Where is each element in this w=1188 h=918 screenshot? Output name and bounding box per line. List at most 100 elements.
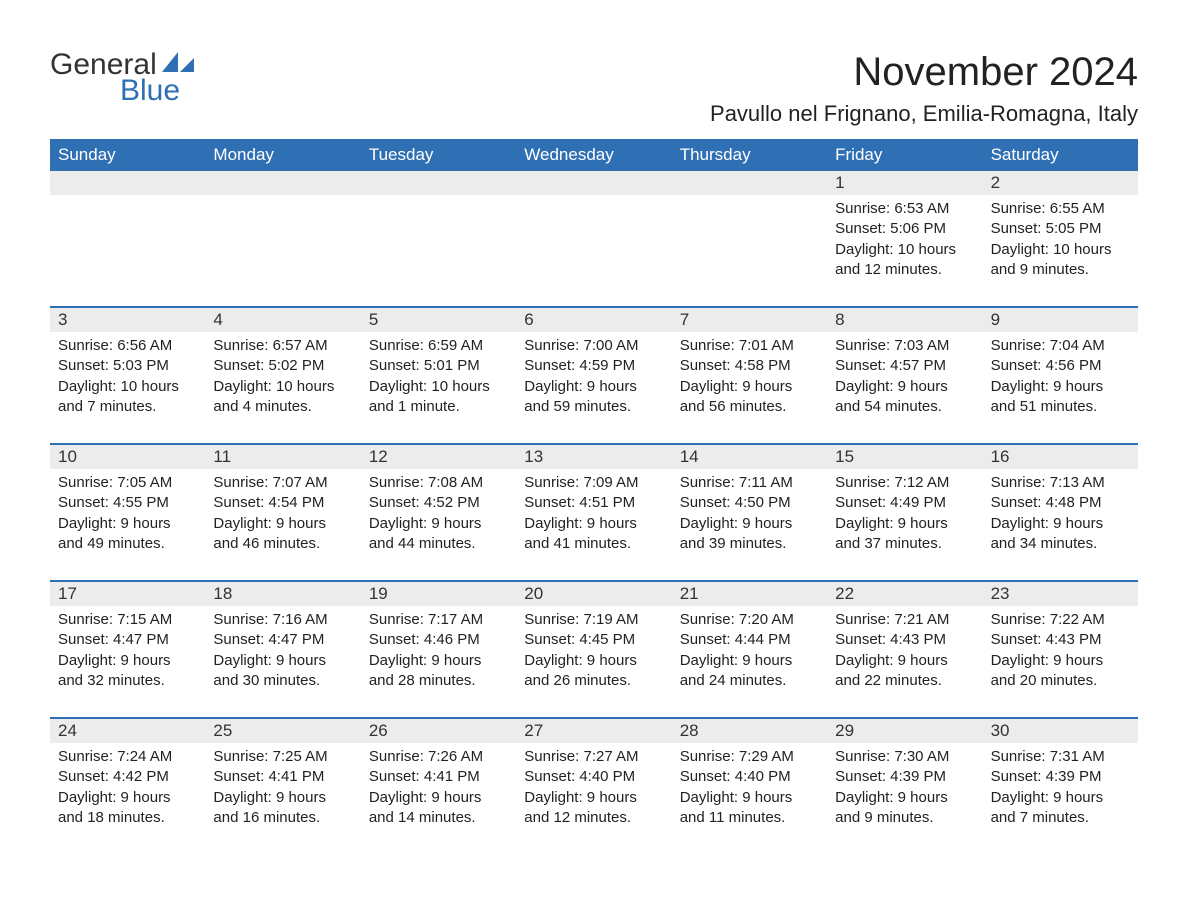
day-details-row: Sunrise: 7:15 AMSunset: 4:47 PMDaylight:… <box>50 606 1138 699</box>
daylight-text: Daylight: 9 hours and 59 minutes. <box>524 377 663 418</box>
sunset-text: Sunset: 4:40 PM <box>680 767 819 787</box>
day-number-cell: 30 <box>983 719 1138 743</box>
day-number-cell: 28 <box>672 719 827 743</box>
sunset-text: Sunset: 4:43 PM <box>991 630 1130 650</box>
location-subtitle: Pavullo nel Frignano, Emilia-Romagna, It… <box>710 101 1138 127</box>
sunrise-text: Sunrise: 7:25 AM <box>213 747 352 767</box>
logo: General Blue <box>50 50 250 110</box>
day-details-cell <box>50 195 205 288</box>
week-block: 24252627282930Sunrise: 7:24 AMSunset: 4:… <box>50 717 1138 836</box>
sunset-text: Sunset: 4:57 PM <box>835 356 974 376</box>
day-number-cell: 15 <box>827 445 982 469</box>
sunrise-text: Sunrise: 7:17 AM <box>369 610 508 630</box>
sunrise-text: Sunrise: 7:00 AM <box>524 336 663 356</box>
daylight-text: Daylight: 9 hours and 12 minutes. <box>524 788 663 829</box>
sunset-text: Sunset: 4:48 PM <box>991 493 1130 513</box>
sunrise-text: Sunrise: 7:22 AM <box>991 610 1130 630</box>
day-details-cell: Sunrise: 7:03 AMSunset: 4:57 PMDaylight:… <box>827 332 982 425</box>
daylight-text: Daylight: 9 hours and 34 minutes. <box>991 514 1130 555</box>
day-details-cell: Sunrise: 7:19 AMSunset: 4:45 PMDaylight:… <box>516 606 671 699</box>
day-details-cell: Sunrise: 7:08 AMSunset: 4:52 PMDaylight:… <box>361 469 516 562</box>
sunset-text: Sunset: 4:40 PM <box>524 767 663 787</box>
daylight-text: Daylight: 10 hours and 7 minutes. <box>58 377 197 418</box>
daylight-text: Daylight: 9 hours and 39 minutes. <box>680 514 819 555</box>
sunrise-text: Sunrise: 7:30 AM <box>835 747 974 767</box>
day-details-cell: Sunrise: 7:15 AMSunset: 4:47 PMDaylight:… <box>50 606 205 699</box>
day-number-row: 12 <box>50 171 1138 195</box>
day-details-row: Sunrise: 7:05 AMSunset: 4:55 PMDaylight:… <box>50 469 1138 562</box>
day-number-cell: 3 <box>50 308 205 332</box>
sunrise-text: Sunrise: 7:21 AM <box>835 610 974 630</box>
day-number-cell: 26 <box>361 719 516 743</box>
day-number-cell: 9 <box>983 308 1138 332</box>
day-details-cell: Sunrise: 7:12 AMSunset: 4:49 PMDaylight:… <box>827 469 982 562</box>
sunset-text: Sunset: 4:45 PM <box>524 630 663 650</box>
daylight-text: Daylight: 10 hours and 1 minute. <box>369 377 508 418</box>
day-number-cell: 18 <box>205 582 360 606</box>
day-details-cell: Sunrise: 6:56 AMSunset: 5:03 PMDaylight:… <box>50 332 205 425</box>
sunrise-text: Sunrise: 6:56 AM <box>58 336 197 356</box>
sunset-text: Sunset: 5:06 PM <box>835 219 974 239</box>
day-details-cell <box>516 195 671 288</box>
sunset-text: Sunset: 4:50 PM <box>680 493 819 513</box>
day-details-row: Sunrise: 6:53 AMSunset: 5:06 PMDaylight:… <box>50 195 1138 288</box>
daylight-text: Daylight: 9 hours and 44 minutes. <box>369 514 508 555</box>
daylight-text: Daylight: 9 hours and 54 minutes. <box>835 377 974 418</box>
sunrise-text: Sunrise: 7:03 AM <box>835 336 974 356</box>
day-number-cell: 11 <box>205 445 360 469</box>
day-details-cell: Sunrise: 7:07 AMSunset: 4:54 PMDaylight:… <box>205 469 360 562</box>
daylight-text: Daylight: 9 hours and 18 minutes. <box>58 788 197 829</box>
sunset-text: Sunset: 5:05 PM <box>991 219 1130 239</box>
sunrise-text: Sunrise: 7:31 AM <box>991 747 1130 767</box>
day-details-cell: Sunrise: 7:17 AMSunset: 4:46 PMDaylight:… <box>361 606 516 699</box>
weekday-header-cell: Tuesday <box>361 139 516 171</box>
day-number-cell: 14 <box>672 445 827 469</box>
week-block: 12Sunrise: 6:53 AMSunset: 5:06 PMDayligh… <box>50 171 1138 288</box>
day-details-cell <box>672 195 827 288</box>
daylight-text: Daylight: 9 hours and 26 minutes. <box>524 651 663 692</box>
day-details-row: Sunrise: 6:56 AMSunset: 5:03 PMDaylight:… <box>50 332 1138 425</box>
sunset-text: Sunset: 4:41 PM <box>369 767 508 787</box>
day-number-cell: 7 <box>672 308 827 332</box>
day-number-cell: 8 <box>827 308 982 332</box>
week-block: 3456789Sunrise: 6:56 AMSunset: 5:03 PMDa… <box>50 306 1138 425</box>
sunset-text: Sunset: 4:41 PM <box>213 767 352 787</box>
day-number-cell: 20 <box>516 582 671 606</box>
day-details-cell: Sunrise: 7:13 AMSunset: 4:48 PMDaylight:… <box>983 469 1138 562</box>
day-details-cell: Sunrise: 6:57 AMSunset: 5:02 PMDaylight:… <box>205 332 360 425</box>
day-details-cell: Sunrise: 7:30 AMSunset: 4:39 PMDaylight:… <box>827 743 982 836</box>
sunrise-text: Sunrise: 7:15 AM <box>58 610 197 630</box>
sunset-text: Sunset: 4:43 PM <box>835 630 974 650</box>
day-number-cell: 16 <box>983 445 1138 469</box>
day-number-cell: 24 <box>50 719 205 743</box>
daylight-text: Daylight: 9 hours and 30 minutes. <box>213 651 352 692</box>
sunrise-text: Sunrise: 6:59 AM <box>369 336 508 356</box>
daylight-text: Daylight: 9 hours and 28 minutes. <box>369 651 508 692</box>
day-number-cell: 25 <box>205 719 360 743</box>
daylight-text: Daylight: 9 hours and 22 minutes. <box>835 651 974 692</box>
sunrise-text: Sunrise: 7:29 AM <box>680 747 819 767</box>
day-details-row: Sunrise: 7:24 AMSunset: 4:42 PMDaylight:… <box>50 743 1138 836</box>
daylight-text: Daylight: 10 hours and 4 minutes. <box>213 377 352 418</box>
day-number-row: 3456789 <box>50 308 1138 332</box>
sunset-text: Sunset: 4:39 PM <box>835 767 974 787</box>
sunset-text: Sunset: 5:01 PM <box>369 356 508 376</box>
week-block: 10111213141516Sunrise: 7:05 AMSunset: 4:… <box>50 443 1138 562</box>
weekday-header-cell: Thursday <box>672 139 827 171</box>
title-block: November 2024 Pavullo nel Frignano, Emil… <box>710 50 1138 127</box>
day-number-cell: 22 <box>827 582 982 606</box>
day-number-cell: 2 <box>983 171 1138 195</box>
sunrise-text: Sunrise: 6:55 AM <box>991 199 1130 219</box>
day-details-cell: Sunrise: 7:25 AMSunset: 4:41 PMDaylight:… <box>205 743 360 836</box>
day-details-cell: Sunrise: 7:21 AMSunset: 4:43 PMDaylight:… <box>827 606 982 699</box>
daylight-text: Daylight: 9 hours and 41 minutes. <box>524 514 663 555</box>
daylight-text: Daylight: 9 hours and 11 minutes. <box>680 788 819 829</box>
sunrise-text: Sunrise: 7:20 AM <box>680 610 819 630</box>
daylight-text: Daylight: 9 hours and 20 minutes. <box>991 651 1130 692</box>
day-details-cell: Sunrise: 7:16 AMSunset: 4:47 PMDaylight:… <box>205 606 360 699</box>
sunrise-text: Sunrise: 7:24 AM <box>58 747 197 767</box>
sunrise-text: Sunrise: 7:11 AM <box>680 473 819 493</box>
daylight-text: Daylight: 9 hours and 51 minutes. <box>991 377 1130 418</box>
day-details-cell: Sunrise: 6:59 AMSunset: 5:01 PMDaylight:… <box>361 332 516 425</box>
week-block: 17181920212223Sunrise: 7:15 AMSunset: 4:… <box>50 580 1138 699</box>
